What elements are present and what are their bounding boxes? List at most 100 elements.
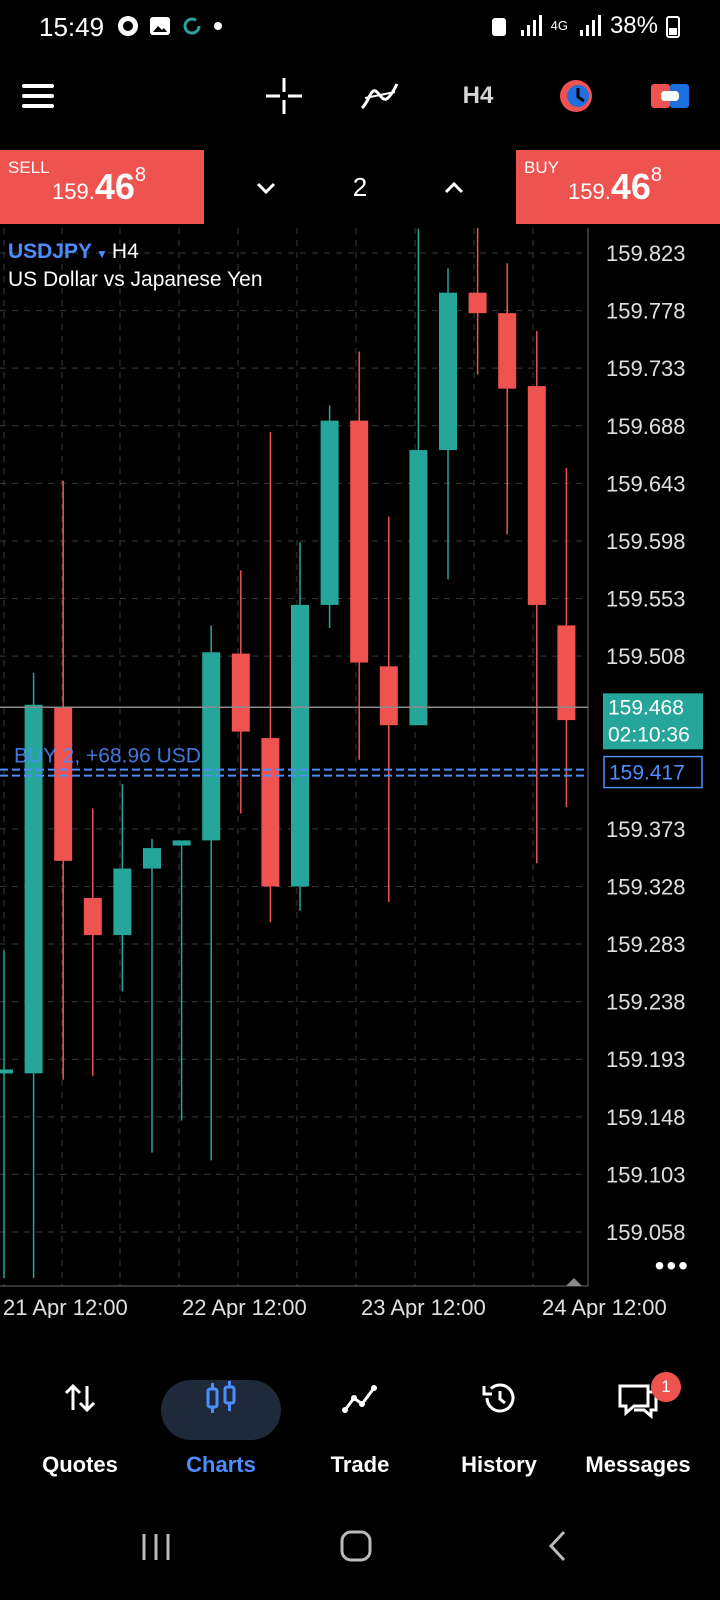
- trade-line-icon: [342, 1385, 377, 1413]
- sell-label: SELL: [8, 158, 50, 177]
- y-axis-tick-label: 159.823: [606, 241, 686, 266]
- y-axis-tick-label: 159.643: [606, 471, 686, 496]
- position-price-label: 159.417: [609, 762, 685, 785]
- dot-notification-icon: [214, 22, 222, 30]
- current-price-label-bg: [603, 693, 703, 750]
- volume-value[interactable]: 2: [352, 172, 368, 202]
- nav-quotes[interactable]: Quotes: [10, 1368, 150, 1484]
- charts-candles-icon: [206, 1381, 236, 1413]
- buy-label: BUY: [524, 158, 559, 177]
- symbol-dropdown-icon: ▼: [96, 247, 108, 261]
- indicators-button[interactable]: [358, 74, 402, 118]
- app-notification-icon: [118, 16, 138, 36]
- y-axis-tick-label: 159.733: [606, 356, 686, 381]
- y-axis-tick-label: 159.778: [606, 299, 686, 324]
- status-time: 15:49: [39, 12, 105, 42]
- nav-trade[interactable]: Trade: [290, 1368, 430, 1484]
- volume-decrease-button[interactable]: [246, 168, 286, 208]
- candlestick-chart[interactable]: 159.823 159.778 159.733 159.688 159.643 159.5…: [0, 228, 720, 1318]
- active-tab-highlight: [161, 1380, 281, 1440]
- sell-price-point: 8: [134, 164, 146, 186]
- x-axis-tick-label: 22 Apr 12:00: [182, 1295, 307, 1318]
- candle-body: [202, 652, 221, 841]
- sync-notification-icon: [183, 17, 201, 35]
- bottom-navigation: Quotes Charts Trade History 1 Messages: [0, 1368, 720, 1484]
- chart-scroll-marker: [566, 1278, 582, 1286]
- volume-increase-button[interactable]: [434, 168, 474, 208]
- candle-body: [172, 840, 191, 846]
- candle-body: [231, 653, 250, 732]
- candle-body: [54, 707, 73, 861]
- candle-body: [83, 897, 102, 936]
- current-price-label: 159.468: [608, 696, 684, 719]
- y-axis-tick-label: 159.238: [606, 990, 686, 1015]
- symbol-description: US Dollar vs Japanese Yen: [8, 268, 263, 291]
- chart-symbol-header[interactable]: USDJPY ▼ H4: [8, 240, 139, 264]
- buy-price-prefix: 159.: [568, 179, 611, 204]
- symbol-name: USDJPY: [8, 240, 93, 263]
- candle-countdown-label: 02:10:36: [608, 723, 690, 746]
- battery-percent: 38%: [609, 12, 658, 39]
- signal-2-icon: [579, 15, 601, 36]
- one-click-trading-button[interactable]: [648, 74, 692, 118]
- status-notification-icons: [116, 14, 224, 38]
- candle-body: [261, 738, 280, 887]
- y-axis-tick-label: 159.373: [606, 817, 686, 842]
- candle-body: [409, 450, 428, 726]
- timeframe-label: H4: [462, 82, 494, 109]
- candle-body: [291, 604, 309, 887]
- gallery-notification-icon: [150, 17, 170, 35]
- battery-icon: [666, 16, 680, 38]
- y-axis-tick-label: 159.283: [606, 932, 686, 957]
- sell-price: 159.468: [52, 164, 146, 208]
- buy-price-point: 8: [650, 164, 662, 186]
- history-clock-button[interactable]: [554, 74, 598, 118]
- one-click-trade-panel: SELL 159.468 2 BUY 159.468: [0, 150, 720, 224]
- y-axis-tick-label: 159.328: [606, 874, 686, 899]
- sell-button[interactable]: SELL 159.468: [0, 150, 204, 224]
- nav-messages-label: Messages: [585, 1452, 691, 1477]
- signal-icon: [520, 15, 542, 36]
- quotes-arrows-icon: [64, 1383, 96, 1413]
- buy-price: 159.468: [568, 164, 662, 208]
- history-clock-icon: [560, 80, 592, 112]
- y-axis-tick-label: 159.688: [606, 414, 686, 439]
- system-navigation-bar: [0, 1520, 720, 1600]
- one-click-trading-icon: [651, 84, 689, 108]
- candle-body: [527, 386, 546, 605]
- status-right: 4G 38%: [489, 12, 680, 40]
- timeframe-button[interactable]: H4: [448, 74, 508, 118]
- buy-button[interactable]: BUY 159.468: [516, 150, 720, 224]
- candle-body: [350, 420, 369, 663]
- nav-messages[interactable]: 1 Messages: [568, 1368, 708, 1484]
- x-axis-tick-label: 24 Apr 12:00: [542, 1295, 667, 1318]
- candle-body: [439, 292, 457, 451]
- candle-body: [498, 313, 517, 389]
- nav-charts[interactable]: Charts: [151, 1368, 291, 1484]
- sell-price-prefix: 159.: [52, 179, 95, 204]
- home-icon[interactable]: [336, 1526, 376, 1566]
- nav-charts-label: Charts: [186, 1452, 256, 1477]
- indicators-icon: [360, 83, 399, 110]
- menu-button[interactable]: [18, 74, 58, 118]
- position-price-box: [603, 755, 703, 789]
- y-axis-tick-label: 159.508: [606, 644, 686, 669]
- y-axis-tick-label: 159.148: [606, 1105, 686, 1130]
- candle-body: [557, 625, 576, 721]
- more-options-icon[interactable]: •••: [654, 1250, 690, 1281]
- candle-body: [379, 666, 398, 726]
- candle-body: [143, 848, 161, 869]
- crosshair-icon: [266, 78, 302, 114]
- crosshair-button[interactable]: [262, 74, 306, 118]
- nav-history-label: History: [461, 1452, 537, 1477]
- candle-body: [113, 868, 132, 936]
- price-chart[interactable]: 159.823 159.778 159.733 159.688 159.643 159.5…: [0, 228, 720, 1318]
- nav-history[interactable]: History: [429, 1368, 569, 1484]
- network-type: 4G: [550, 18, 568, 33]
- candle-body: [0, 1069, 13, 1074]
- nav-trade-label: Trade: [330, 1452, 390, 1477]
- recent-apps-icon[interactable]: [136, 1526, 176, 1566]
- y-axis-tick-label: 159.598: [606, 529, 686, 554]
- y-axis-tick-label: 159.103: [606, 1162, 686, 1187]
- back-icon[interactable]: [538, 1526, 578, 1566]
